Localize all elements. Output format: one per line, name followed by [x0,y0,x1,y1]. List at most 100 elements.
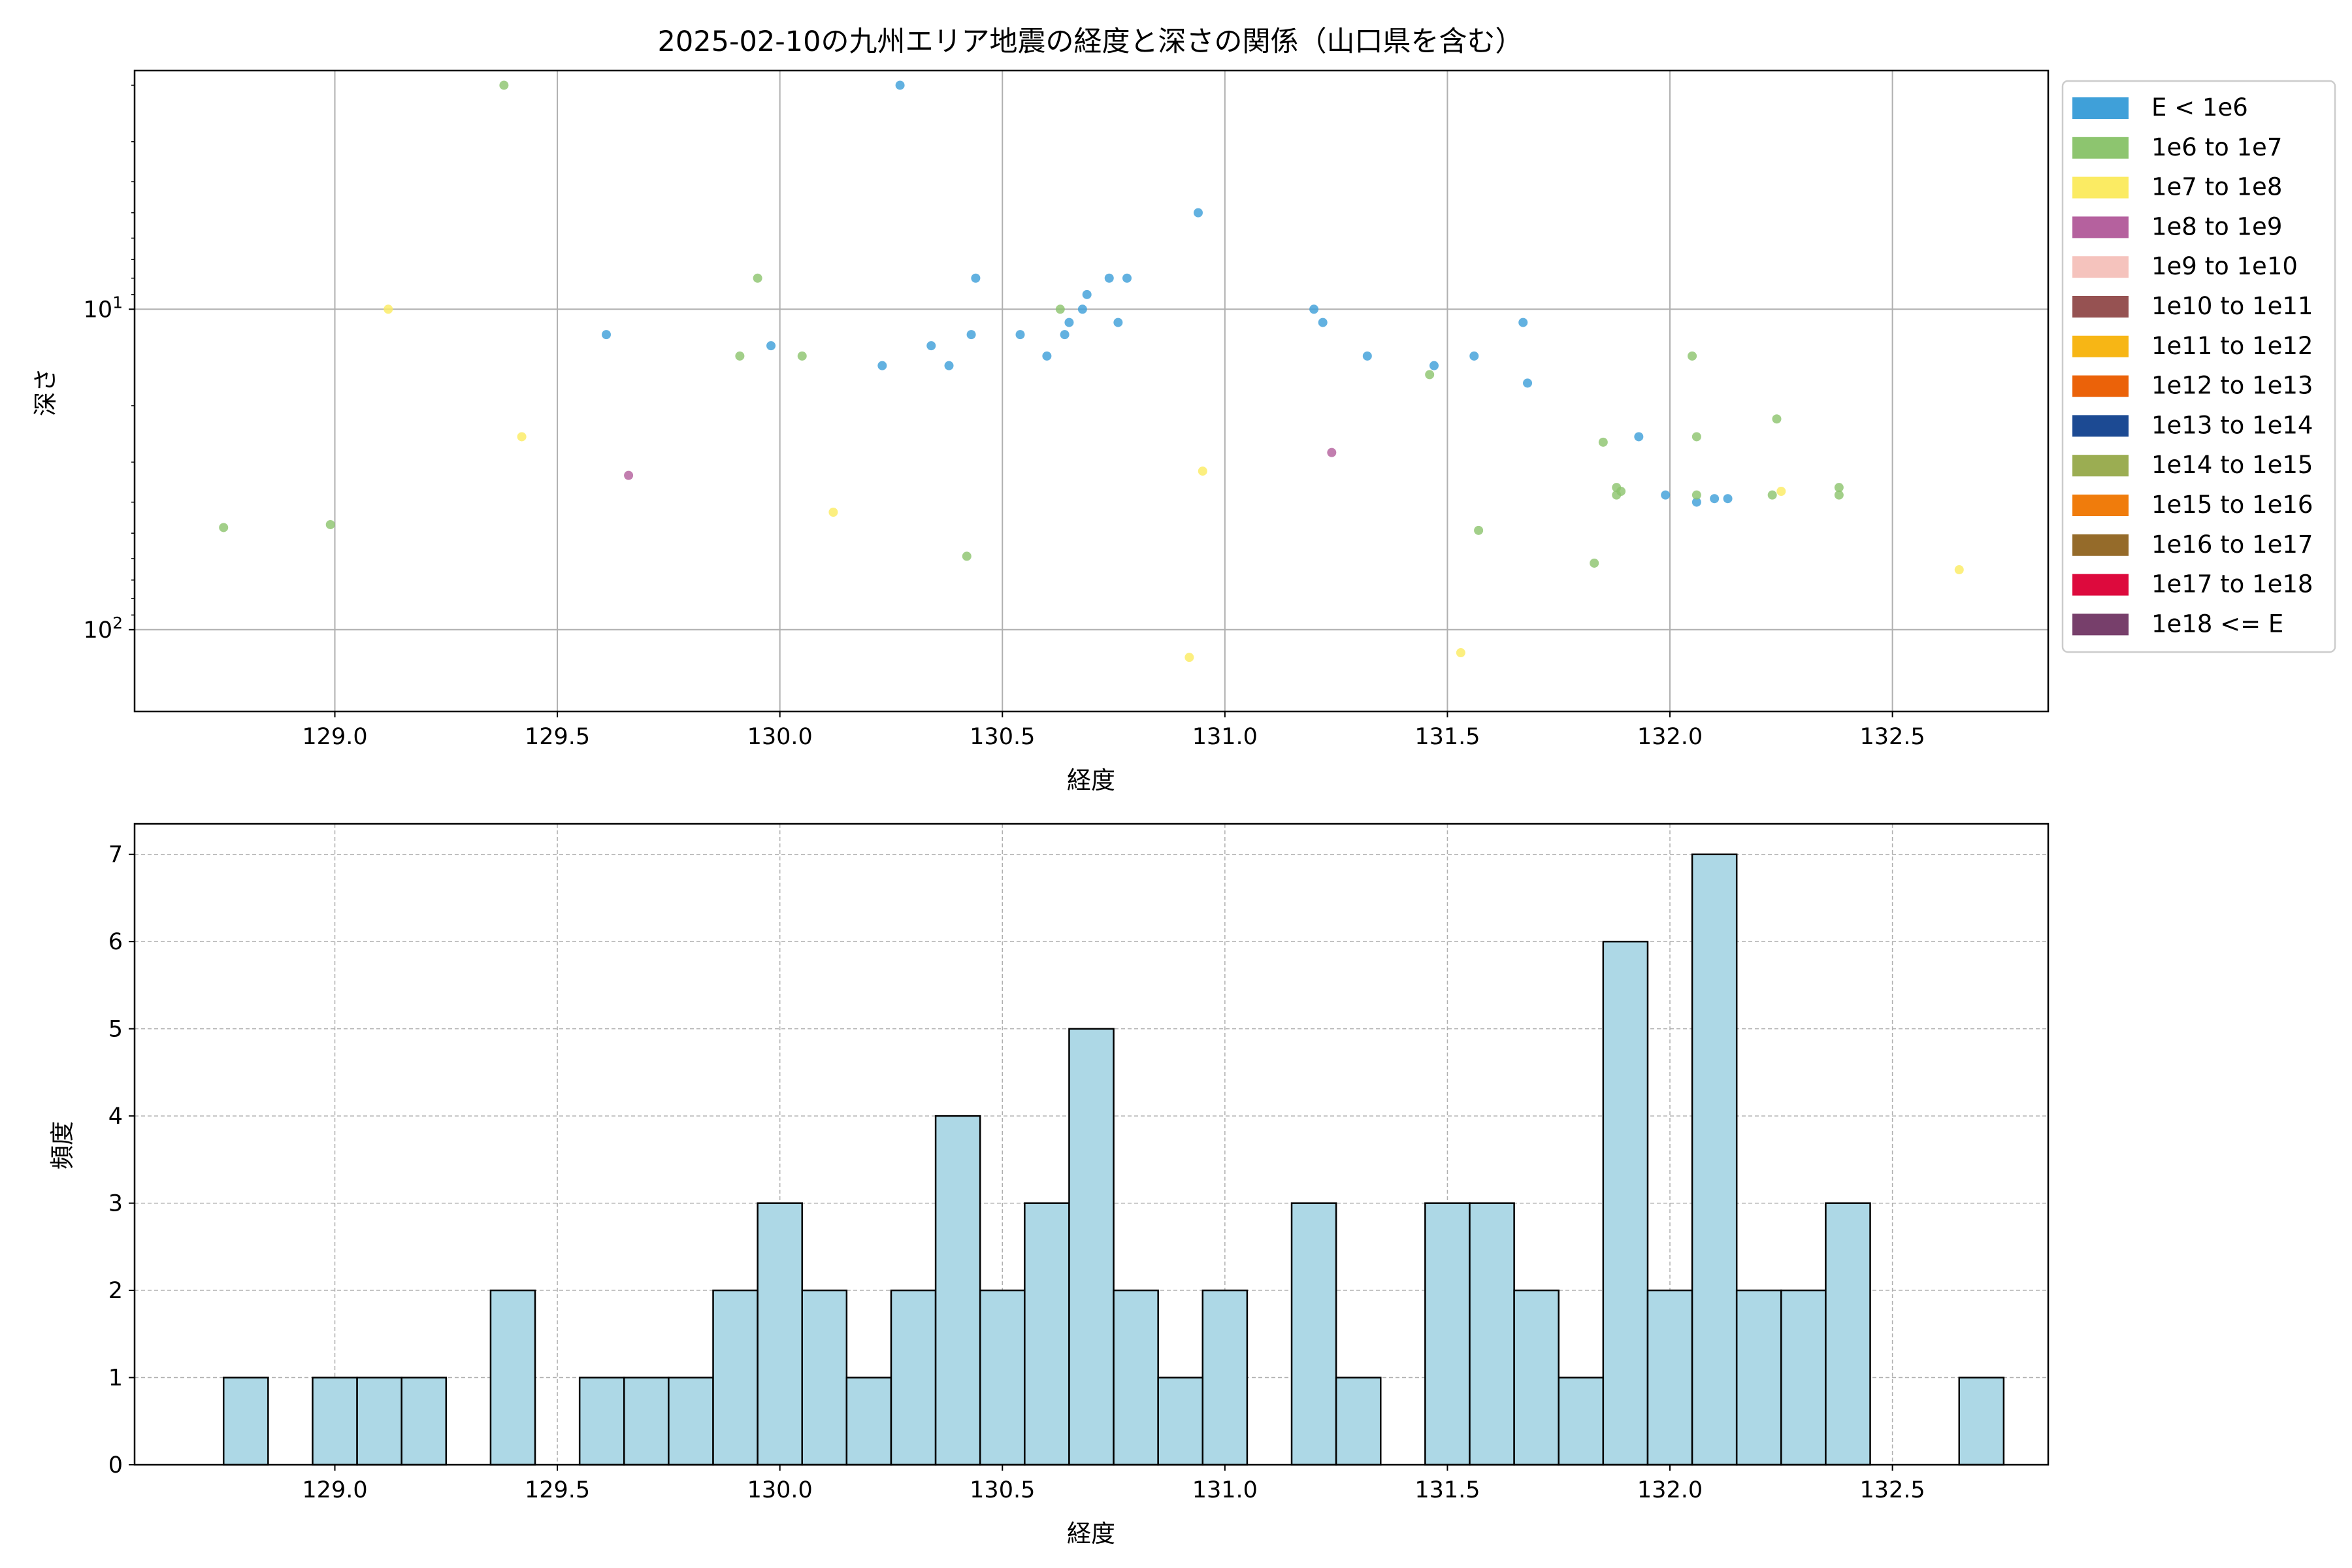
data-point [944,361,954,370]
histogram-bar [1735,1289,1782,1466]
histogram-bar [1113,1289,1159,1466]
tick-base: 10 [84,617,113,644]
data-point [1193,208,1203,218]
scatter-y-axis-label: 深さ [31,368,59,416]
histogram-bar [1558,1377,1605,1466]
data-point [1834,490,1844,500]
histogram-y-ticks: 0 1 2 3 4 5 6 7 [108,842,135,1478]
histogram-x-tick-label: 131.5 [1414,1477,1480,1503]
histogram-bar [1602,940,1649,1466]
data-point [517,432,527,442]
scatter-x-tick-label: 130.0 [747,724,813,750]
legend-swatch [2072,613,2129,636]
data-point [1015,330,1025,340]
histogram-x-tick-label: 130.5 [970,1477,1035,1503]
data-point [624,470,634,480]
scatter-x-tick-label: 131.0 [1192,724,1258,750]
histogram-bar [356,1377,402,1466]
data-point [1688,351,1697,361]
data-point [966,330,976,340]
legend: E < 1e6 1e6 to 1e7 1e7 to 1e8 1e8 to 1e9 1e9… [2061,80,2336,653]
data-point [1104,273,1114,283]
data-point [1456,648,1465,658]
scatter-panel: 129.0 129.5 130.0 130.5 131.0 131.5 132.0 132.5… [31,69,2050,794]
histogram-bar [979,1289,1026,1466]
data-point [1661,490,1671,500]
legend-swatch [2072,534,2129,556]
histogram-bar [1068,1028,1115,1466]
data-point [1598,437,1608,447]
data-point [1055,304,1065,314]
histogram-bar [1024,1202,1070,1466]
histogram-bar [1424,1202,1471,1466]
histogram-bar [1646,1289,1693,1466]
tick-exponent: 2 [112,613,123,632]
histogram-bar [1825,1202,1871,1466]
data-point [1612,490,1622,500]
histogram-bar [668,1377,714,1466]
histogram-bar [489,1289,536,1466]
histogram-bar [400,1377,448,1466]
histogram-bar [1513,1289,1560,1466]
data-point [1122,273,1132,283]
data-point [1710,494,1720,504]
histogram-y-tick-label: 4 [108,1103,123,1130]
legend-swatch [2072,495,2129,516]
scatter-points [219,80,1964,662]
data-point [962,551,972,561]
histogram-x-axis-label: 経度 [1067,1520,1115,1548]
legend-swatch [2072,455,2129,477]
histogram-y-tick-label: 0 [108,1452,123,1478]
data-point [1772,414,1782,424]
histogram-bar [1157,1377,1204,1466]
histogram-bar [578,1377,625,1466]
legend-label: 1e6 to 1e7 [2151,133,2282,161]
histogram-y-tick-label: 1 [108,1365,123,1392]
legend-swatch [2072,176,2129,199]
legend-swatch [2072,375,2129,397]
scatter-x-tick-label: 129.0 [302,724,367,750]
tick-base: 10 [84,297,113,323]
data-point [1082,289,1092,299]
legend-label: 1e18 <= E [2151,610,2283,638]
data-point [735,351,745,361]
data-point [895,80,905,90]
legend-swatch [2072,137,2129,159]
data-point [1523,378,1533,388]
histogram-x-tick-label: 130.0 [747,1477,813,1503]
data-point [1691,490,1701,500]
histogram-bar [890,1289,937,1466]
histogram-y-tick-label: 3 [108,1191,123,1217]
legend-swatch [2072,415,2129,437]
legend-swatch [2072,574,2129,596]
scatter-y-tick-label: 102 [84,613,123,644]
figure-title: 2025-02-10の九州エリア地震の経度と深さの関係（山口県を含む） [658,25,1524,58]
legend-label: 1e13 to 1e14 [2151,411,2313,439]
histogram-bar [845,1377,892,1466]
legend-box [2061,80,2336,653]
legend-label: 1e11 to 1e12 [2151,332,2313,360]
data-point [1327,448,1337,457]
histogram-y-tick-label: 6 [108,929,123,955]
data-point [766,341,776,351]
data-point [828,508,838,517]
data-point [1425,370,1435,380]
data-point [219,523,229,532]
histogram-bar [1691,853,1738,1466]
histogram-bars [222,853,2005,1466]
scatter-x-tick-label: 129.5 [525,724,590,750]
histogram-panel: 129.0 129.5 130.0 130.5 131.0 131.5 132.0 132.5… [48,823,2050,1548]
data-point [1518,318,1528,327]
legend-label: 1e16 to 1e17 [2151,531,2313,559]
data-point [602,330,612,340]
data-point [384,304,393,314]
histogram-bar [712,1289,759,1466]
data-point [1309,304,1319,314]
data-point [1318,318,1328,327]
histogram-bar [801,1289,848,1466]
data-point [1954,565,1964,575]
histogram-bar [1201,1289,1249,1466]
data-point [753,273,762,283]
